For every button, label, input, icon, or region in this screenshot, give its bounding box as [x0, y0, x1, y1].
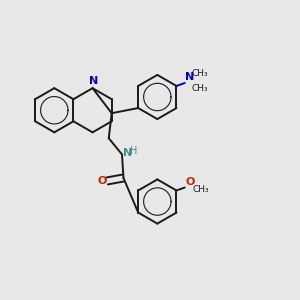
Text: H: H — [130, 146, 138, 156]
Text: CH₃: CH₃ — [191, 69, 208, 78]
Text: N: N — [185, 72, 194, 82]
Text: N: N — [124, 148, 133, 158]
Text: O: O — [97, 176, 107, 186]
Text: CH₃: CH₃ — [191, 84, 208, 93]
Text: CH₃: CH₃ — [193, 184, 210, 194]
Text: N: N — [88, 76, 98, 86]
Text: O: O — [186, 177, 195, 187]
